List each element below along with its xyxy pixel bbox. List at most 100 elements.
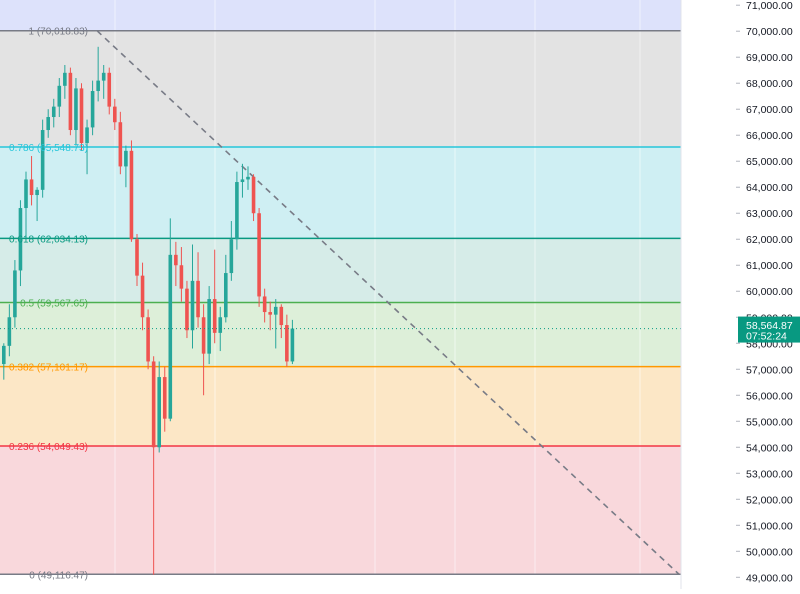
candle-body [101, 72, 106, 81]
candle-down [285, 314, 289, 367]
candle-body [262, 296, 267, 313]
candle-body [57, 85, 62, 107]
axis-tick-label: 70,000.00 [746, 26, 793, 38]
candle-body [113, 106, 117, 123]
candle-down [162, 366, 167, 432]
axis-tick-label: 56,000.00 [746, 390, 793, 402]
candle-up [74, 78, 78, 146]
candle-down [201, 304, 206, 396]
candle-body [218, 317, 223, 333]
fib-zone [0, 445, 681, 575]
candle-down [29, 156, 34, 206]
candle-body [196, 280, 200, 318]
candle-down [107, 67, 112, 115]
candle-body [79, 88, 84, 144]
candle-body [246, 176, 250, 180]
fib-zone [0, 366, 681, 446]
axis-tick-label: 50,000.00 [746, 546, 793, 558]
candle-up [35, 187, 39, 222]
candle-down [68, 67, 73, 136]
candle-body [273, 306, 278, 315]
axis-tick-label: 65,000.00 [746, 156, 793, 168]
fib-zone [0, 238, 681, 303]
axis-tick-label: 62,000.00 [746, 234, 793, 246]
candle-up [101, 65, 106, 99]
candle-body [212, 299, 217, 333]
candle-up [51, 98, 56, 128]
candle-body [279, 306, 284, 326]
candle-body [174, 254, 178, 266]
candle-up [18, 200, 23, 287]
candle-body [118, 122, 123, 167]
candle-down [151, 356, 156, 575]
fib-zone [0, 0, 681, 31]
candle-body [124, 150, 128, 167]
candle-down [251, 174, 256, 222]
candle-up [190, 244, 195, 349]
candle-up [63, 65, 67, 99]
candle-up [246, 166, 250, 190]
candle-up [46, 109, 50, 138]
candle-up [124, 145, 128, 188]
candle-up [1, 343, 6, 380]
candle-body [240, 179, 245, 183]
candle-down [135, 234, 139, 287]
candle-up [85, 119, 89, 175]
axis-tick-label: 60,000.00 [746, 286, 793, 298]
candle-up [96, 46, 100, 102]
axis-tick-label: 54,000.00 [746, 442, 793, 454]
fib-level-label: 0.382 (57,101.17) [9, 363, 88, 374]
candle-up [168, 218, 173, 422]
axis-tick-label: 53,000.00 [746, 468, 793, 480]
candle-down [268, 301, 272, 331]
candle-down [174, 241, 178, 287]
candle-body [18, 208, 23, 271]
fib-level-label: 0 (49,116.47) [29, 570, 88, 581]
candle-body [24, 179, 28, 209]
candle-body [63, 72, 67, 86]
candle-body [7, 317, 12, 346]
candle-body [29, 179, 34, 196]
axis-tick-label: 51,000.00 [746, 520, 793, 532]
axis-tick-label: 52,000.00 [746, 494, 793, 506]
candle-body [157, 377, 161, 448]
current-price-badge [738, 316, 800, 343]
candle-countdown: 07:52:24 [746, 331, 787, 343]
candle-up [13, 260, 17, 328]
candle-body [179, 265, 184, 289]
price-axis[interactable]: 49,000.00 50,000.00 51,000.00 52,000.00 53,0… [680, 0, 800, 589]
candle-down [113, 98, 117, 131]
candle-up [7, 304, 12, 357]
price-axis-background [681, 0, 800, 589]
candle-body [290, 328, 295, 362]
candle-up [24, 171, 28, 240]
candle-body [151, 361, 156, 448]
candle-down [146, 309, 150, 370]
candle-body [251, 176, 256, 214]
candle-body [68, 72, 73, 131]
candle-body [40, 130, 45, 190]
candle-up [273, 299, 278, 349]
current-price-value: 58,564.87 [746, 320, 793, 332]
fib-level-label: 1 (70,018.83) [29, 27, 89, 38]
candle-up [57, 78, 62, 118]
candle-down [140, 262, 145, 331]
fib-zone [0, 30, 681, 147]
candle-body [96, 80, 100, 92]
candle-up [90, 80, 95, 136]
candles [1, 46, 295, 575]
candle-body [74, 88, 78, 131]
candle-body [235, 182, 239, 240]
candle-body [168, 254, 173, 419]
axis-tick-label: 57,000.00 [746, 364, 793, 376]
candle-body [85, 127, 89, 144]
fib-level-label: 0.618 (62,034.13) [9, 234, 88, 245]
candle-down [262, 288, 267, 323]
candle-up [290, 319, 295, 365]
candle-down [196, 252, 200, 328]
candle-up [235, 171, 239, 250]
candle-up [224, 254, 228, 323]
candle-body [35, 189, 39, 196]
